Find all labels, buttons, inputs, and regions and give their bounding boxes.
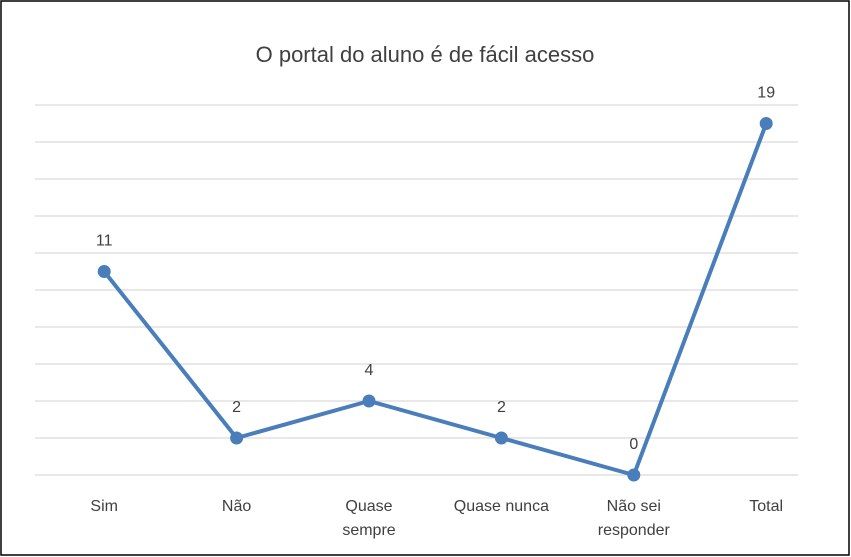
data-point (759, 117, 773, 130)
data-label: 2 (497, 399, 506, 416)
data-label: 19 (757, 85, 775, 102)
data-point (627, 468, 641, 482)
data-point (230, 431, 244, 445)
data-label: 11 (96, 233, 113, 250)
data-line (102, 122, 769, 477)
data-point (97, 265, 111, 278)
x-tick-label: Total (749, 498, 784, 515)
data-label: 4 (365, 362, 374, 379)
x-tick-label: Quase sempre (342, 498, 396, 539)
x-tick-label: Sim (90, 498, 118, 515)
data-point (362, 394, 376, 408)
x-tick-label: Quase nunca (453, 498, 549, 515)
chart-title: O portal do aluno é de fácil acesso (256, 42, 595, 67)
data-label: 0 (629, 436, 638, 453)
data-point (494, 431, 508, 445)
data-label: 2 (232, 399, 241, 416)
x-tick-label: Não (221, 498, 252, 515)
x-tick-label: Não sei responder (597, 498, 670, 539)
